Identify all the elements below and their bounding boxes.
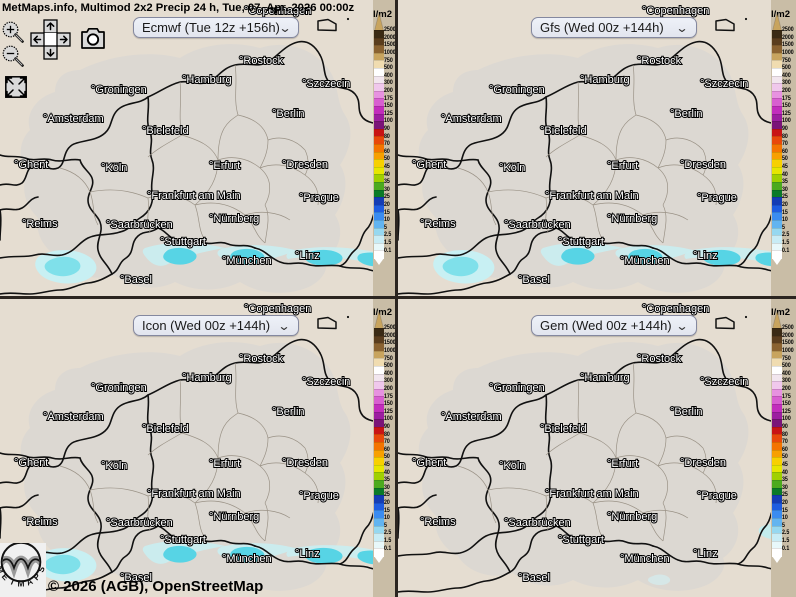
svg-text:M: M (18, 579, 25, 589)
